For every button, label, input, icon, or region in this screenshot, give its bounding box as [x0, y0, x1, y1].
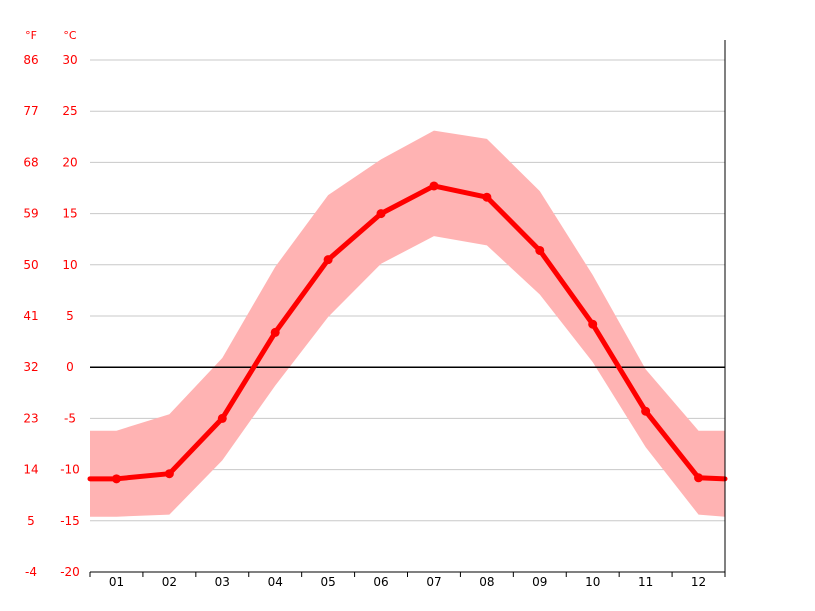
- y-tick-label-fahrenheit: 59: [23, 207, 38, 221]
- data-point-08: [482, 192, 492, 202]
- x-tick-label: 09: [532, 575, 547, 589]
- y-tick-label-fahrenheit: 68: [23, 155, 38, 169]
- y-tick-label-fahrenheit: 5: [27, 514, 35, 528]
- y-tick-label-fahrenheit: 50: [23, 258, 38, 272]
- y-tick-label-celsius: 0: [66, 360, 74, 374]
- data-point-06: [376, 209, 386, 219]
- y-tick-label-fahrenheit: 77: [23, 104, 38, 118]
- axes: [89, 40, 726, 577]
- data-point-12: [694, 473, 704, 483]
- y-tick-label-fahrenheit: 14: [23, 463, 38, 477]
- x-tick-label: 05: [320, 575, 335, 589]
- y-tick-label-fahrenheit: 23: [23, 411, 38, 425]
- data-point-02: [164, 469, 174, 479]
- x-tick-label: 04: [268, 575, 283, 589]
- x-tick-labels: 01 02 03 04 05 06 07 08 09 10 11 12: [109, 575, 706, 589]
- mean-temperature-series: [87, 181, 728, 484]
- y-tick-label-celsius: 10: [62, 258, 77, 272]
- data-point-09: [535, 245, 545, 255]
- y-tick-label-fahrenheit: -4: [25, 565, 37, 579]
- y-tick-label-celsius: -15: [60, 514, 80, 528]
- y-tick-label-celsius: 5: [66, 309, 74, 323]
- x-tick-label: 10: [585, 575, 600, 589]
- x-tick-label: 02: [162, 575, 177, 589]
- y-tick-label-celsius: 30: [62, 53, 77, 67]
- y-tick-label-fahrenheit: 41: [23, 309, 38, 323]
- y-tick-label-celsius: -10: [60, 463, 80, 477]
- y-tick-label-fahrenheit: 32: [23, 360, 38, 374]
- data-point-03: [217, 413, 227, 423]
- temperature-range-band: [90, 130, 725, 517]
- data-point-07: [429, 181, 439, 191]
- y-tick-label-fahrenheit: 86: [23, 53, 38, 67]
- x-tick-label: 11: [638, 575, 653, 589]
- data-point-05: [323, 255, 333, 265]
- data-point-01: [111, 474, 121, 484]
- y-tick-label-celsius: 25: [62, 104, 77, 118]
- x-tick-label: 12: [691, 575, 706, 589]
- celsius-unit-label: °C: [63, 29, 77, 42]
- x-tick-label: 08: [479, 575, 494, 589]
- x-tick-label: 06: [373, 575, 388, 589]
- x-tick-label: 07: [426, 575, 441, 589]
- fahrenheit-unit-label: °F: [25, 29, 37, 42]
- y-tick-label-celsius: -5: [64, 411, 76, 425]
- y-tick-labels: 86 30 77 25 68 20 59 15 50 10 41 5 32 0 23 -5 14 -10 5 -15 -…: [23, 53, 79, 579]
- x-tick-label: 03: [215, 575, 230, 589]
- y-tick-label-celsius: 15: [62, 207, 77, 221]
- y-tick-label-celsius: -20: [60, 565, 80, 579]
- data-point-10: [588, 319, 598, 329]
- data-point-04: [270, 327, 280, 337]
- mean-temperature-line: [87, 183, 728, 482]
- y-tick-label-celsius: 20: [62, 155, 77, 169]
- temperature-range-area: [90, 130, 725, 517]
- x-tick-label: 01: [109, 575, 124, 589]
- data-point-11: [641, 406, 651, 416]
